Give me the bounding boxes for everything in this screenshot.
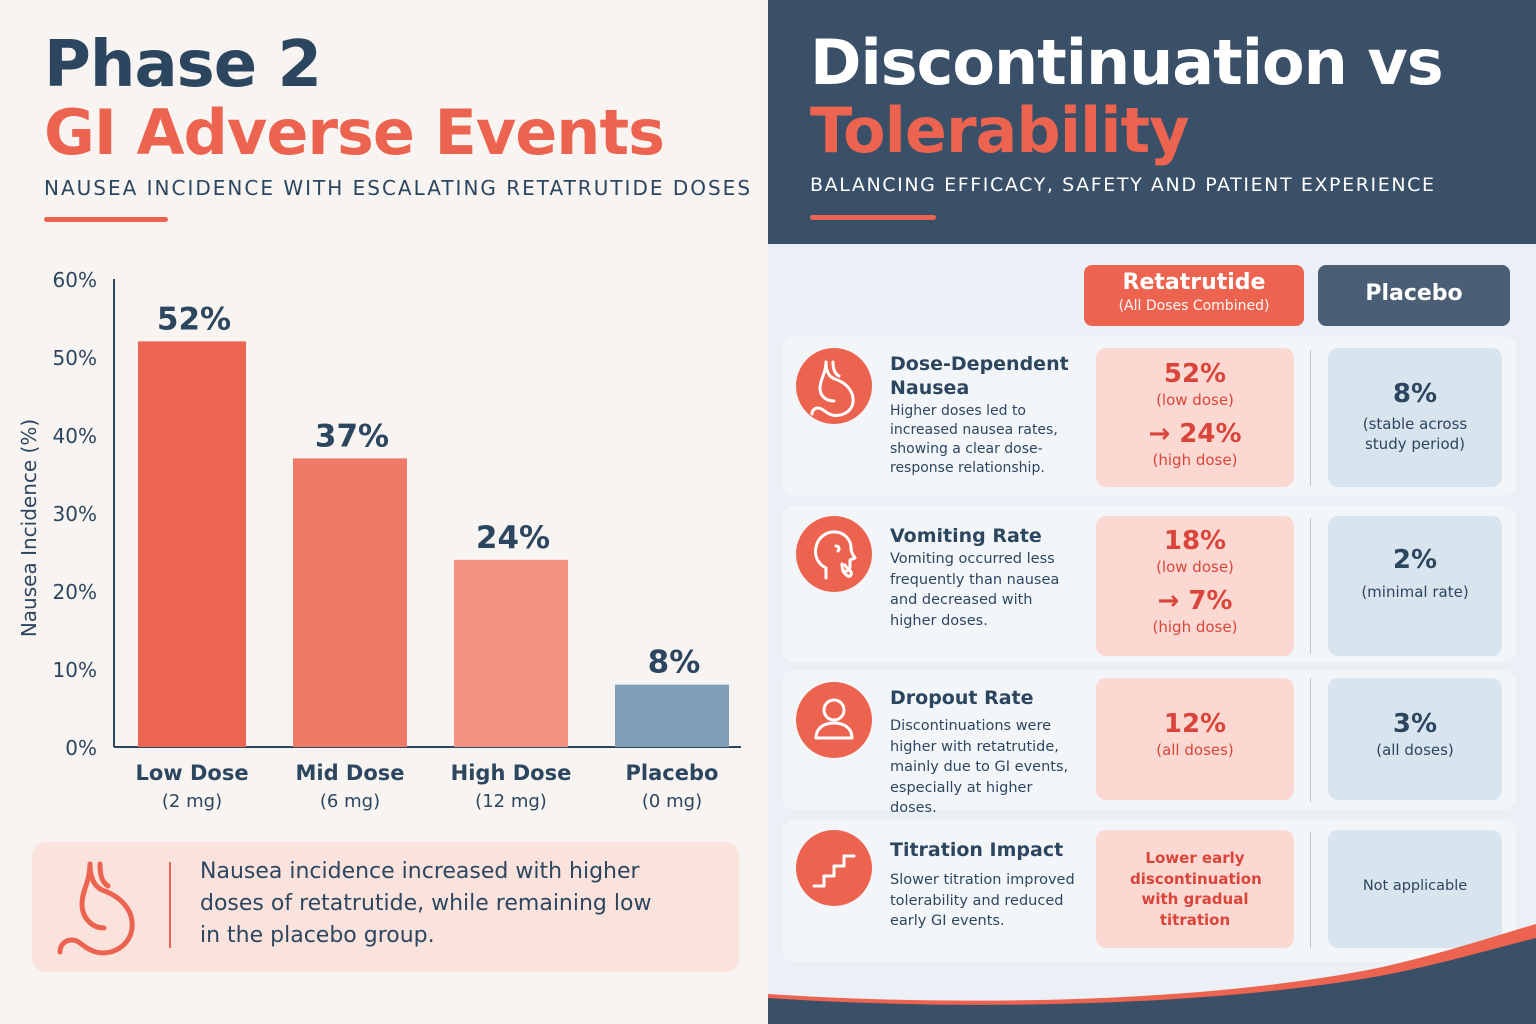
table-row-titration: Titration Impact Slower titration improv… — [782, 820, 1516, 962]
x-category-label: Placebo — [626, 761, 719, 785]
y-axis-label: Nausea Incidence (%) — [17, 419, 41, 637]
placebo-value: 3% — [1392, 709, 1438, 739]
column-divider — [1310, 832, 1311, 948]
column-header-retatrutide-sublabel: (All Doses Combined) — [1118, 298, 1270, 314]
column-header-placebo: Placebo — [1318, 265, 1510, 326]
column-header-placebo-label: Placebo — [1365, 281, 1463, 306]
x-category-sublabel: (0 mg) — [642, 791, 702, 812]
column-header-retatrutide: Retatrutide (All Doses Combined) — [1084, 265, 1304, 326]
x-category-label: Low Dose — [135, 761, 248, 785]
retatrutide-cell: 12% (all doses) — [1096, 678, 1294, 800]
stairs-icon — [796, 830, 872, 906]
stomach-icon — [796, 348, 872, 424]
bar-data-label: 52% — [157, 301, 231, 337]
table-row-vomiting: Vomiting Rate Vomiting occurred less fre… — [782, 506, 1516, 662]
column-divider — [1310, 350, 1311, 486]
y-tick-label: 60% — [53, 268, 97, 292]
column-header-retatrutide-label: Retatrutide — [1122, 270, 1266, 295]
left-title-line2: GI Adverse Events — [44, 96, 665, 169]
left-subtitle: NAUSEA INCIDENCE WITH ESCALATING RETATRU… — [44, 176, 753, 200]
decorative-wave — [768, 924, 1536, 1024]
x-category-sublabel: (6 mg) — [320, 791, 380, 812]
x-category-sublabel: (2 mg) — [162, 791, 222, 812]
bar-high-dose — [454, 559, 568, 747]
right-header: Discontinuation vs Tolerability BALANCIN… — [768, 0, 1536, 244]
ret-note-low: (low dose) — [1156, 391, 1234, 409]
x-category-label: High Dose — [451, 761, 572, 785]
person-icon — [796, 682, 872, 758]
bar-placebo — [615, 684, 729, 747]
ret-note: (all doses) — [1156, 741, 1234, 759]
y-tick-label: 20% — [53, 580, 97, 604]
y-tick-label: 10% — [53, 658, 97, 682]
right-subtitle: BALANCING EFFICACY, SAFETY AND PATIENT E… — [810, 174, 1436, 196]
ret-value-high: → 7% — [1157, 586, 1233, 616]
x-category-sublabel: (12 mg) — [475, 791, 547, 812]
row-title: Dropout Rate — [890, 687, 1034, 709]
row-description: Discontinuations were higher with retatr… — [890, 718, 1069, 816]
placebo-text: Not applicable — [1362, 878, 1468, 894]
ret-note-high: (high dose) — [1152, 451, 1238, 469]
ret-note-high: (high dose) — [1152, 618, 1238, 636]
placebo-cell: 8% (stable across study period) — [1328, 348, 1502, 487]
right-title-underline — [810, 215, 936, 220]
column-divider — [1310, 678, 1311, 802]
retatrutide-cell: Lower early discontinuation with gradual… — [1096, 830, 1294, 948]
ret-value: 12% — [1163, 709, 1227, 739]
ret-value-high: → 24% — [1148, 419, 1242, 449]
bar-data-label: 8% — [648, 645, 701, 681]
row-title: Titration Impact — [890, 839, 1064, 861]
callout-divider — [169, 862, 171, 948]
placebo-note: (all doses) — [1376, 741, 1454, 759]
row-title: Vomiting Rate — [890, 525, 1042, 547]
row-description: Higher doses led to increased nausea rat… — [890, 403, 1058, 476]
callout-text: Nausea incidence increased with higher d… — [200, 859, 652, 948]
placebo-cell: 3% (all doses) — [1328, 678, 1502, 800]
placebo-value: 2% — [1392, 545, 1438, 575]
stomach-icon — [54, 856, 150, 960]
ret-note-low: (low dose) — [1156, 558, 1234, 576]
y-tick-label: 30% — [53, 502, 97, 526]
bar-mid-dose — [293, 458, 407, 747]
table-row-dropout: Dropout Rate Discontinuations were highe… — [782, 670, 1516, 816]
retatrutide-cell: 18% (low dose) → 7% (high dose) — [1096, 516, 1294, 656]
x-category-label: Mid Dose — [295, 761, 404, 785]
left-title-underline — [44, 217, 168, 222]
row-title: Dose-Dependent Nausea — [890, 353, 1069, 399]
vomiting-face-icon — [796, 516, 872, 592]
placebo-value: 8% — [1392, 379, 1438, 409]
placebo-cell: Not applicable — [1328, 830, 1502, 948]
placebo-note: (minimal rate) — [1361, 583, 1469, 601]
bar-data-label: 24% — [476, 520, 550, 556]
placebo-cell: 2% (minimal rate) — [1328, 516, 1502, 656]
left-title-line1: Phase 2 — [44, 28, 322, 102]
bar-low-dose — [138, 341, 246, 747]
row-description: Vomiting occurred less frequently than n… — [890, 551, 1060, 629]
y-tick-label: 50% — [53, 346, 97, 370]
column-divider — [1310, 518, 1311, 654]
ret-value-low: 18% — [1163, 526, 1227, 556]
chart-callout: Nausea incidence increased with higher d… — [32, 842, 739, 972]
y-tick-label: 0% — [65, 736, 97, 760]
right-panel: Discontinuation vs Tolerability BALANCIN… — [768, 0, 1536, 1024]
retatrutide-cell: 52% (low dose) → 24% (high dose) — [1096, 348, 1294, 487]
table-row-nausea: Dose-Dependent Nausea Higher doses led t… — [782, 336, 1516, 496]
placebo-note: (stable across study period) — [1362, 415, 1468, 453]
nausea-bar-chart: 0% 10% 20% 30% 40% 50% 60% Nausea Incidence (%)… — [17, 268, 741, 812]
left-panel: Phase 2 GI Adverse Events NAUSEA INCIDEN… — [17, 28, 753, 972]
right-title-line2: Tolerability — [810, 94, 1190, 167]
y-tick-label: 40% — [53, 424, 97, 448]
ret-value-low: 52% — [1163, 359, 1227, 389]
row-description: Slower titration improved tolerability a… — [890, 872, 1075, 929]
ret-text: Lower early discontinuation with gradual… — [1130, 849, 1262, 929]
bar-data-label: 37% — [315, 418, 389, 454]
right-title-line1: Discontinuation vs — [810, 26, 1444, 99]
